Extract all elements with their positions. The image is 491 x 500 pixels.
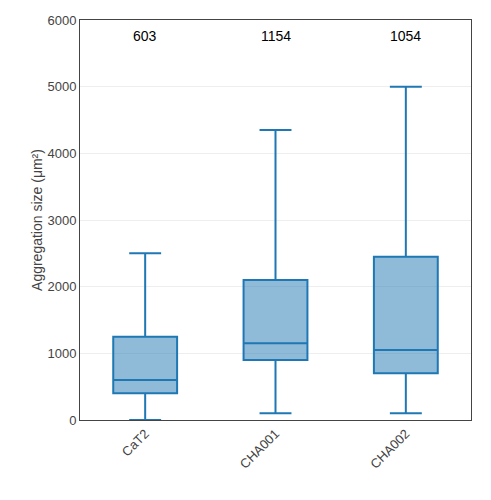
svg-text:6000: 6000 — [47, 13, 76, 28]
svg-text:1054: 1054 — [390, 28, 421, 44]
svg-text:1154: 1154 — [261, 28, 291, 44]
svg-text:5000: 5000 — [47, 79, 76, 94]
svg-text:CaT2: CaT2 — [119, 426, 152, 459]
svg-text:Aggregation size (μm²): Aggregation size (μm²) — [29, 149, 45, 291]
svg-text:603: 603 — [133, 28, 157, 44]
svg-text:3000: 3000 — [47, 213, 76, 228]
svg-text:0: 0 — [69, 413, 76, 428]
svg-text:1000: 1000 — [47, 346, 76, 361]
svg-text:2000: 2000 — [47, 279, 76, 294]
svg-text:CHA001: CHA001 — [237, 426, 282, 471]
svg-text:CHA002: CHA002 — [367, 426, 412, 471]
svg-text:4000: 4000 — [47, 146, 76, 161]
